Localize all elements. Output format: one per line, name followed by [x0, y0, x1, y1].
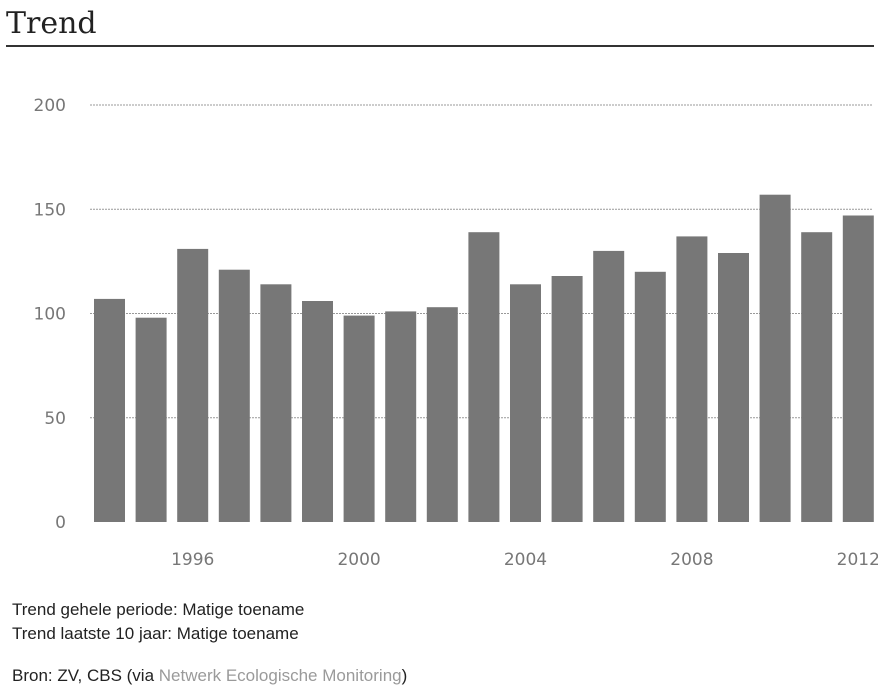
bar-2007	[634, 271, 666, 522]
x-tick-label: 2004	[504, 550, 547, 570]
bar-2005	[551, 276, 583, 522]
x-axis-ticks: 1996 2000 2004 2008 2012	[171, 550, 878, 570]
chart-title: Trend	[6, 6, 97, 41]
bar-1996	[177, 248, 209, 522]
trend-last10-note: Trend laatste 10 jaar: Matige toename	[12, 624, 299, 643]
bar-2010	[759, 194, 791, 522]
bar-1994	[94, 298, 125, 522]
source-link[interactable]: Netwerk Ecologische Monitoring	[158, 666, 402, 685]
title-divider	[6, 45, 874, 47]
y-tick-label: 50	[44, 409, 66, 429]
bar-2000	[343, 315, 375, 522]
bar-2004	[510, 284, 541, 522]
bar-2009	[718, 253, 749, 522]
bar-2001	[385, 311, 417, 522]
x-tick-label: 2012	[837, 550, 878, 570]
bar-2012	[842, 215, 874, 522]
trend-period-note: Trend gehele periode: Matige toename	[12, 600, 305, 619]
bar-chart: 0 50 100 150 200 1996 2000 2004 2008 2012	[34, 96, 878, 570]
y-tick-label: 0	[55, 513, 66, 533]
source-line: Bron: ZV, CBS (via Netwerk Ecologische M…	[12, 666, 407, 686]
y-axis-ticks: 0 50 100 150 200	[34, 96, 66, 533]
x-tick-label: 2000	[337, 550, 380, 570]
source-suffix: )	[401, 666, 408, 685]
bar-2003	[468, 232, 500, 522]
y-tick-label: 100	[34, 305, 66, 325]
bar-1995	[135, 317, 167, 522]
y-tick-label: 150	[34, 200, 66, 220]
bar-2008	[676, 236, 708, 522]
bar-2011	[801, 232, 833, 522]
x-tick-label: 2008	[670, 550, 713, 570]
trend-notes: Trend gehele periode: Matige toename Tre…	[12, 598, 304, 646]
x-tick-label: 1996	[171, 550, 214, 570]
bar-1998	[260, 284, 292, 522]
bar-1997	[218, 269, 250, 522]
bar-2002	[426, 307, 458, 522]
bars	[94, 194, 874, 522]
source-prefix: Bron: ZV, CBS (via	[12, 666, 159, 685]
bar-1999	[302, 301, 333, 522]
y-tick-label: 200	[34, 96, 66, 116]
bar-2006	[593, 250, 625, 522]
